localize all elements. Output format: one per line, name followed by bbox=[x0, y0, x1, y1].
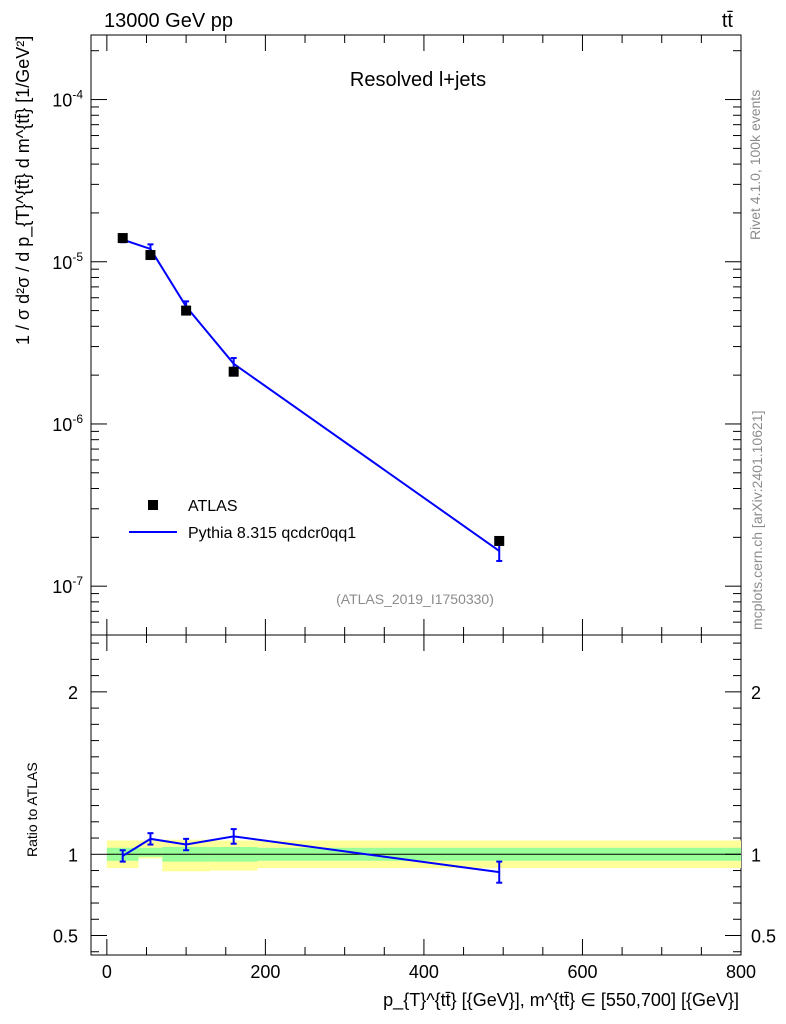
x-tick-label-0: 0 bbox=[102, 962, 112, 982]
chart-title: Resolved l+jets bbox=[350, 69, 486, 91]
ratio-y-tick-label-right-1: 1 bbox=[751, 845, 761, 865]
mc-line bbox=[122, 238, 500, 552]
ratio-y-axis-title: Ratio to ATLAS bbox=[24, 762, 40, 857]
main-y-tick-label-1: 10-6 bbox=[52, 412, 83, 435]
atlas-data-point bbox=[494, 535, 505, 546]
atlas-data-point bbox=[117, 233, 128, 244]
x-tick-label-2: 400 bbox=[409, 962, 439, 982]
main-y-axis-title: 1 / σ d²σ / d p_{T}^{tt̄} d m^{tt̄} [1/G… bbox=[13, 36, 34, 345]
legend-atlas-label: ATLAS bbox=[188, 498, 238, 515]
x-axis-title: p_{T}^{tt̄} [{GeV}], m^{tt̄} ∈ [550,700]… bbox=[383, 990, 739, 1011]
main-panel-frame bbox=[90, 34, 742, 636]
process-label: tt̄ bbox=[722, 10, 734, 32]
ratio-y-tick-label-left-0: 0.5 bbox=[53, 927, 78, 947]
ratio-panel-frame bbox=[90, 634, 742, 956]
legend-atlas-marker bbox=[148, 500, 158, 510]
mcplots-label: mcplots.cern.ch [arXiv:2401.10621] bbox=[749, 411, 765, 630]
ratio-y-tick-label-right-0: 0.5 bbox=[751, 927, 776, 947]
atlas-data-point bbox=[145, 250, 156, 261]
x-tick-label-3: 600 bbox=[567, 962, 597, 982]
rivet-label: Rivet 4.1.0, 100k events bbox=[747, 90, 763, 240]
main-axis-ticks: 10-7 10-6 10-5 10-4 bbox=[52, 35, 742, 636]
atlas-data-point bbox=[181, 305, 192, 316]
energy-label: 13000 GeV pp bbox=[104, 10, 233, 32]
x-tick-label-1: 200 bbox=[250, 962, 280, 982]
ratio-y-tick-label-left-1: 1 bbox=[68, 845, 78, 865]
main-y-tick-label-0: 10-7 bbox=[52, 574, 83, 597]
atlas-data-point bbox=[228, 366, 239, 377]
main-series-group bbox=[117, 233, 505, 562]
x-tick-label-4: 800 bbox=[726, 962, 756, 982]
green-band-1 bbox=[138, 847, 163, 857]
ratio-y-tick-label-right-2: 2 bbox=[751, 683, 761, 703]
ratio-uncertainty-bands bbox=[106, 839, 741, 872]
main-y-tick-label-2: 10-5 bbox=[52, 250, 83, 273]
legend-pythia-label: Pythia 8.315 qcdcr0qq1 bbox=[188, 525, 356, 542]
ratio-y-tick-label-left-2: 2 bbox=[68, 683, 78, 703]
main-y-tick-label-3: 10-4 bbox=[52, 88, 83, 111]
analysis-tag: (ATLAS_2019_I1750330) bbox=[336, 591, 494, 607]
ratio-axis-ticks: 0.5 0.5 1 1 2 2 0 200 400 600 800 bbox=[53, 635, 776, 982]
ratio-series-group bbox=[119, 828, 503, 884]
